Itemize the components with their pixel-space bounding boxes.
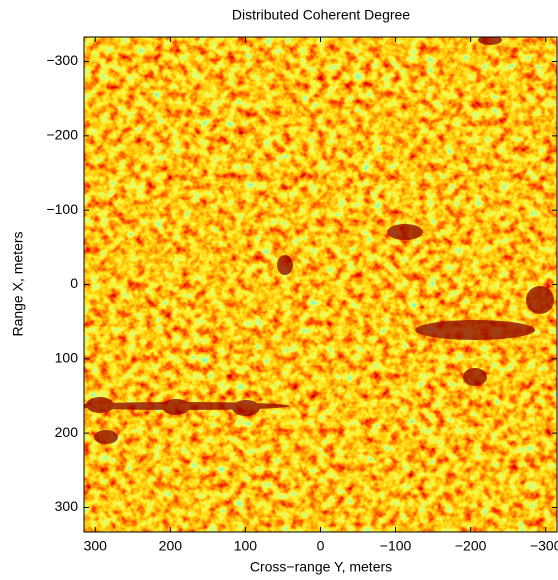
hot-features	[84, 37, 554, 444]
y-axis-label: Range X, meters	[10, 231, 26, 336]
heatmap-image	[84, 37, 557, 532]
chart-title: Distributed Coherent Degree	[232, 7, 410, 23]
heatmap-texture	[84, 37, 557, 532]
x-tick-label: 300	[84, 538, 108, 554]
y-tick-label: −300	[46, 52, 78, 68]
x-tick-label: −300	[530, 538, 558, 554]
x-axis-label: Cross−range Y, meters	[250, 559, 392, 575]
x-tick-label: 0	[317, 538, 325, 554]
y-tick-label: 100	[55, 350, 79, 366]
x-tick-label: 100	[234, 538, 258, 554]
y-tick-label: 0	[70, 275, 78, 291]
x-tick-label: 200	[159, 538, 183, 554]
y-tick-label: −200	[46, 127, 78, 143]
x-tick-label: −200	[455, 538, 487, 554]
x-tick-label: −100	[380, 538, 412, 554]
y-tick-label: 300	[55, 498, 79, 514]
y-tick-label: −100	[46, 201, 78, 217]
y-tick-label: 200	[55, 424, 79, 440]
